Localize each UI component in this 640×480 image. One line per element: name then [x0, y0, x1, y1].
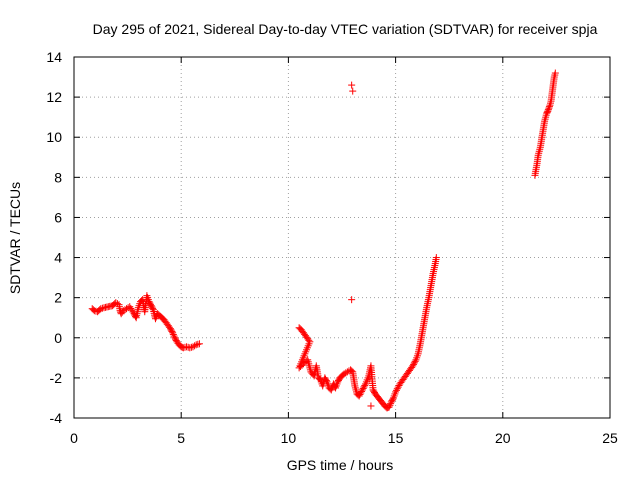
- data-point: [410, 360, 418, 368]
- data-point: [367, 402, 375, 410]
- data-point: [169, 330, 177, 338]
- x-tick-label: 20: [495, 430, 511, 446]
- data-point: [179, 344, 187, 352]
- x-tick-label: 10: [281, 430, 297, 446]
- data-point: [551, 69, 559, 77]
- x-tick-label: 25: [602, 430, 618, 446]
- x-axis-label: GPS time / hours: [287, 457, 394, 473]
- data-point: [98, 304, 106, 312]
- data-point: [348, 81, 356, 89]
- data-point: [186, 344, 194, 352]
- data-point: [315, 375, 323, 383]
- data-point: [387, 400, 395, 408]
- data-point: [138, 297, 146, 305]
- data-point: [187, 343, 195, 351]
- x-tick-label: 15: [388, 430, 404, 446]
- data-points: [88, 69, 559, 412]
- grid-lines: [74, 57, 610, 418]
- data-point: [191, 342, 199, 350]
- data-point: [389, 395, 397, 403]
- data-point: [172, 336, 180, 344]
- y-tick-label: -2: [50, 370, 63, 386]
- data-point: [545, 103, 553, 111]
- data-point: [409, 362, 417, 370]
- y-tick-label: 10: [46, 129, 62, 145]
- data-point: [322, 377, 330, 385]
- data-point: [126, 303, 134, 311]
- data-point: [394, 383, 402, 391]
- x-tick-label: 5: [177, 430, 185, 446]
- data-point: [386, 401, 394, 409]
- data-point: [165, 323, 173, 331]
- data-point: [393, 385, 401, 393]
- data-point: [192, 341, 200, 349]
- data-point: [544, 107, 552, 115]
- data-point: [361, 381, 369, 389]
- data-point: [392, 388, 400, 396]
- data-point: [168, 327, 176, 335]
- data-point: [360, 383, 368, 391]
- y-tick-label: 8: [54, 169, 62, 185]
- data-point: [544, 106, 552, 114]
- y-tick-label: 12: [46, 89, 62, 105]
- data-point: [355, 392, 363, 400]
- x-tick-label: 0: [70, 430, 78, 446]
- data-point: [348, 296, 356, 304]
- data-point: [358, 387, 366, 395]
- data-point: [410, 359, 418, 367]
- data-point: [356, 390, 364, 398]
- data-point: [349, 87, 357, 95]
- y-axis-label: SDTVAR / TECUs: [7, 182, 23, 294]
- data-point: [359, 384, 367, 392]
- data-point: [392, 386, 400, 394]
- data-point: [170, 332, 178, 340]
- chart-title: Day 295 of 2021, Sidereal Day-to-day VTE…: [93, 21, 598, 37]
- data-point: [151, 315, 159, 323]
- data-point: [183, 343, 191, 351]
- data-point: [358, 386, 366, 394]
- data-point: [348, 367, 356, 375]
- y-tick-label: 14: [46, 49, 62, 65]
- data-point: [97, 305, 105, 313]
- plot-frame: [73, 56, 611, 419]
- y-tick-label: -4: [50, 410, 63, 426]
- data-point: [545, 104, 553, 112]
- y-tick-label: 4: [54, 250, 62, 266]
- data-point: [128, 306, 136, 314]
- data-point: [127, 304, 135, 312]
- data-point: [194, 340, 202, 348]
- data-point: [411, 357, 419, 365]
- y-tick-label: 0: [54, 330, 62, 346]
- data-point: [432, 254, 440, 262]
- data-point: [357, 389, 365, 397]
- data-point: [195, 340, 203, 348]
- y-tick-label: 2: [54, 290, 62, 306]
- axis-ticks: 0 5 10 15 20 25 -4 -2 0 2 4 6 8 10 12 14: [46, 49, 618, 446]
- data-point: [169, 329, 177, 337]
- y-tick-label: 6: [54, 209, 62, 225]
- data-point: [385, 403, 393, 411]
- data-point: [149, 304, 157, 312]
